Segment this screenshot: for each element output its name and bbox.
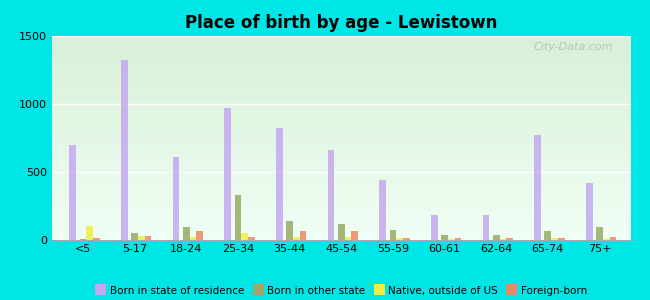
Bar [286,221,293,240]
Bar [344,237,351,240]
Bar [248,237,255,240]
Bar [190,237,196,240]
Bar [338,224,344,240]
Bar [551,238,558,240]
Bar [441,235,448,240]
Bar [396,238,403,240]
Bar [196,231,203,240]
Bar [224,108,231,240]
Bar [603,238,610,240]
Bar [351,231,358,240]
Bar [493,235,500,240]
Title: Place of birth by age - Lewistown: Place of birth by age - Lewistown [185,14,497,32]
Bar [93,238,100,240]
Bar [403,238,410,240]
Bar [80,239,86,240]
Bar [293,237,300,240]
Bar [241,233,248,240]
Bar [545,231,551,240]
Bar [183,227,190,240]
Bar [121,61,127,240]
Bar [86,226,93,240]
Bar [500,238,506,240]
Bar [534,135,541,240]
Bar [454,238,462,240]
Bar [300,231,306,240]
Legend: Born in state of residence, Born in other state, Native, outside of US, Foreign-: Born in state of residence, Born in othe… [91,282,592,300]
Bar [506,238,513,240]
Bar [482,215,489,240]
Bar [173,157,179,240]
Bar [389,230,396,240]
Bar [431,215,437,240]
Text: City-Data.com: City-Data.com [534,42,613,52]
Bar [610,237,616,240]
Bar [131,232,138,240]
Bar [586,183,593,240]
Bar [138,236,145,240]
Bar [235,195,241,240]
Bar [558,238,565,240]
Bar [328,150,334,240]
Bar [596,227,603,240]
Bar [448,238,454,240]
Bar [145,236,151,240]
Bar [70,145,76,240]
Bar [379,180,386,240]
Bar [276,128,283,240]
